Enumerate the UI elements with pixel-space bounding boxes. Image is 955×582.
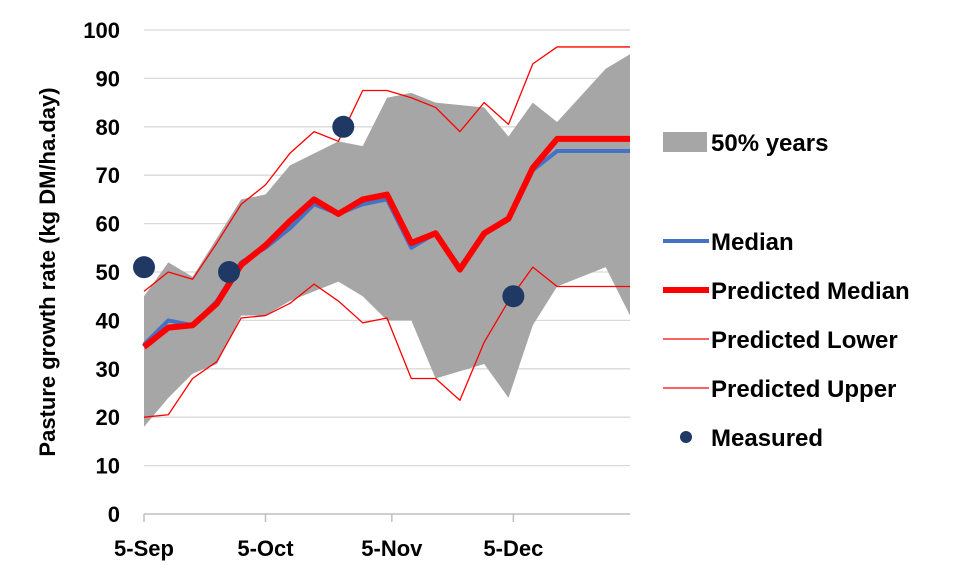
legend-label-median: Median xyxy=(711,229,794,256)
y-tick-label: 70 xyxy=(96,163,120,188)
y-axis-label: Pasture growth rate (kg DM/ha.day) xyxy=(35,87,60,456)
x-tick-label: 5-Dec xyxy=(483,536,543,561)
axes xyxy=(143,513,630,522)
legend: 50% years Median Predicted Median Predicted… xyxy=(663,130,910,452)
x-tick-labels: 5-Sep 5-Oct 5-Nov 5-Dec xyxy=(114,536,543,561)
measured-point xyxy=(332,115,355,138)
measured-points xyxy=(133,115,525,308)
measured-point xyxy=(218,261,241,283)
legend-label-predicted-upper: Predicted Upper xyxy=(711,376,896,403)
y-tick-label: 20 xyxy=(96,405,120,430)
y-tick-label: 30 xyxy=(96,357,120,382)
legend-label-predicted-median: Predicted Median xyxy=(711,278,910,305)
y-tick-label: 10 xyxy=(96,454,120,479)
series-predicted-upper xyxy=(143,46,630,292)
series-predicted-lower xyxy=(143,266,630,418)
x-tick-label: 5-Nov xyxy=(361,536,423,561)
band-50-percent-years xyxy=(144,54,630,427)
y-tick-label: 80 xyxy=(96,115,120,140)
legend-swatch-50-years xyxy=(663,132,707,152)
series-layer xyxy=(142,46,630,418)
y-tick-label: 60 xyxy=(96,212,120,237)
band-layer xyxy=(144,54,630,427)
legend-label-predicted-lower: Predicted Lower xyxy=(711,327,898,354)
y-tick-label: 50 xyxy=(96,260,120,285)
legend-label-measured: Measured xyxy=(711,425,823,452)
series-predicted-median xyxy=(142,135,630,350)
y-tick-label: 0 xyxy=(108,502,120,527)
measured-point xyxy=(133,256,155,279)
y-tick-labels: 0 10 20 30 40 50 60 70 80 90 100 xyxy=(83,18,120,527)
legend-swatch-measured xyxy=(680,431,692,443)
measured-point xyxy=(502,285,525,308)
x-tick-label: 5-Oct xyxy=(237,536,294,561)
y-tick-label: 90 xyxy=(96,66,120,91)
legend-label-50-years: 50% years xyxy=(711,130,828,157)
y-tick-label: 100 xyxy=(83,18,120,43)
y-tick-label: 40 xyxy=(96,308,120,333)
x-tick-label: 5-Sep xyxy=(114,536,174,561)
